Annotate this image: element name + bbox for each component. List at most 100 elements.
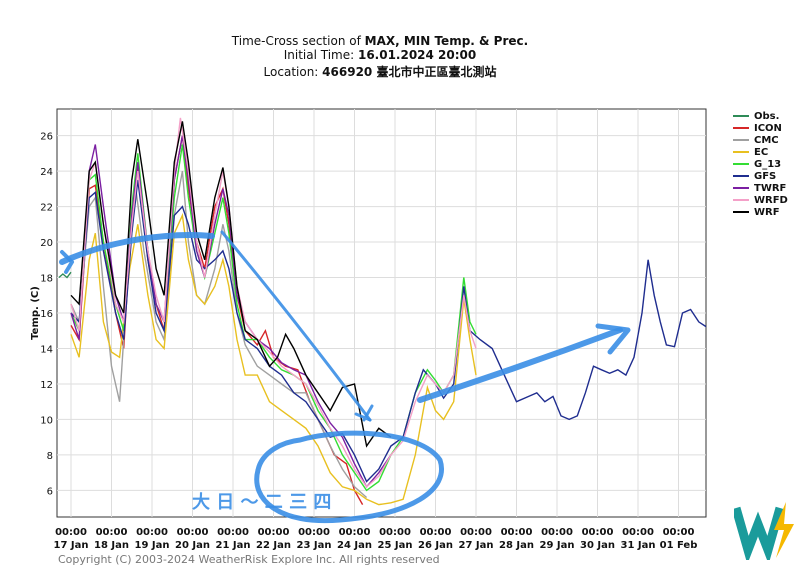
legend-item: ICON — [733, 122, 788, 134]
legend-label: WRFD — [754, 194, 788, 206]
y-tick-label: 24 — [40, 167, 53, 178]
legend-label: GFS — [754, 170, 777, 182]
x-tick-date: 01 Feb — [660, 540, 698, 551]
x-tick-time: 00:00 — [258, 527, 290, 538]
x-tick-date: 28 Jan — [499, 540, 534, 551]
legend-item: CMC — [733, 134, 788, 146]
legend-swatch — [733, 211, 749, 213]
y-tick-label: 20 — [40, 238, 53, 249]
x-tick-time: 00:00 — [460, 527, 492, 538]
copyright-text: Copyright (C) 2003-2024 WeatherRisk Expl… — [58, 553, 440, 566]
title-bold: MAX, MIN Temp. & Prec. — [364, 34, 529, 48]
legend-label: ICON — [754, 122, 782, 134]
x-tick-date: 24 Jan — [337, 540, 372, 551]
legend-label: EC — [754, 146, 769, 158]
legend-label: CMC — [754, 134, 779, 146]
series-line-obs — [58, 271, 72, 279]
legend: Obs. ICON CMC EC G_13 GFS TWRF WRFD WRF — [733, 110, 788, 218]
y-tick-label: 18 — [40, 274, 53, 285]
x-tick-date: 22 Jan — [256, 540, 291, 551]
x-tick-time: 00:00 — [55, 527, 87, 538]
series-line-wrfd — [70, 117, 477, 488]
annotation-stroke — [60, 250, 74, 274]
y-tick-label: 8 — [47, 451, 53, 462]
x-tick-time: 00:00 — [298, 527, 330, 538]
x-tick-date: 20 Jan — [175, 540, 210, 551]
legend-swatch — [733, 115, 749, 117]
grid-lines — [57, 109, 706, 517]
legend-item: Obs. — [733, 110, 788, 122]
x-tick-date: 17 Jan — [54, 540, 89, 551]
legend-swatch — [733, 163, 749, 165]
legend-item: GFS — [733, 170, 788, 182]
x-tick-date: 21 Jan — [216, 540, 251, 551]
legend-label: TWRF — [754, 182, 787, 194]
x-tick-date: 30 Jan — [580, 540, 615, 551]
initial-time-line: Initial Time: 16.01.2024 20:00 — [0, 48, 760, 62]
initial-time-label: Initial Time: — [283, 48, 358, 62]
legend-label: WRF — [754, 206, 780, 218]
annotation-stroke — [417, 327, 623, 403]
series-lines — [58, 117, 706, 506]
x-tick-time: 00:00 — [582, 527, 614, 538]
legend-swatch — [733, 127, 749, 129]
x-tick-time: 00:00 — [96, 527, 128, 538]
legend-label: G_13 — [754, 158, 782, 170]
y-tick-label: 22 — [40, 203, 53, 214]
x-tick-date: 23 Jan — [297, 540, 332, 551]
legend-item: G_13 — [733, 158, 788, 170]
x-tick-time: 00:00 — [541, 527, 573, 538]
x-tick-time: 00:00 — [663, 527, 695, 538]
legend-item: WRF — [733, 206, 788, 218]
legend-swatch — [733, 151, 749, 153]
y-tick-label: 6 — [47, 486, 53, 497]
annotation-text: 大 日 ～ 二 三 四 — [192, 491, 331, 513]
legend-item: EC — [733, 146, 788, 158]
annotation-stroke — [595, 323, 631, 355]
location-value: 466920 臺北市中正區臺北測站 — [322, 65, 497, 79]
x-tick-time: 00:00 — [501, 527, 533, 538]
x-tick-date: 25 Jan — [378, 540, 413, 551]
location-line: Location: 466920 臺北市中正區臺北測站 — [0, 63, 760, 80]
y-tick-label: 26 — [40, 132, 53, 143]
legend-swatch — [733, 199, 749, 201]
legend-swatch — [733, 175, 749, 177]
x-tick-time: 00:00 — [379, 527, 411, 538]
legend-item: WRFD — [733, 194, 788, 206]
title-prefix: Time-Cross section of — [231, 34, 365, 48]
series-line-twrf — [70, 135, 392, 489]
y-tick-label: 10 — [40, 415, 53, 426]
x-tick-time: 00:00 — [217, 527, 249, 538]
y-tick-label: 14 — [40, 344, 53, 355]
x-tick-time: 00:00 — [420, 527, 452, 538]
y-axis: 6 8 10 12 14 16 18 20 22 24 26 — [40, 132, 53, 498]
x-tick-time: 00:00 — [622, 527, 654, 538]
location-label: Location: — [263, 65, 323, 79]
x-tick-date: 26 Jan — [418, 540, 453, 551]
x-tick-date: 27 Jan — [459, 540, 494, 551]
x-tick-date: 18 Jan — [94, 540, 129, 551]
x-tick-date: 31 Jan — [621, 540, 656, 551]
y-tick-label: 16 — [40, 309, 53, 320]
x-tick-date: 29 Jan — [540, 540, 575, 551]
annotation-stroke — [59, 232, 215, 265]
annotation-stroke — [354, 404, 374, 422]
y-tick-label: 12 — [40, 380, 53, 391]
initial-time-value: 16.01.2024 20:00 — [357, 48, 477, 62]
chart-title: Time-Cross section of MAX, MIN Temp. & P… — [0, 34, 760, 48]
legend-item: TWRF — [733, 182, 788, 194]
legend-swatch — [733, 139, 749, 141]
x-tick-date: 19 Jan — [135, 540, 170, 551]
legend-swatch — [733, 187, 749, 189]
x-axis: 00:00 17 Jan 00:00 18 Jan 00:00 19 Jan 00:00 20… — [54, 527, 698, 551]
x-tick-time: 00:00 — [339, 527, 371, 538]
legend-label: Obs. — [754, 110, 780, 122]
y-axis-label: Temp. (C) — [30, 286, 41, 340]
hand-drawn-annotations: 大 日 ～ 二 三 四 — [59, 230, 631, 524]
x-tick-time: 00:00 — [177, 527, 209, 538]
weatherrisk-logo — [734, 502, 794, 560]
series-line-wrf — [70, 121, 392, 448]
annotation-stroke — [220, 230, 372, 422]
x-tick-time: 00:00 — [136, 527, 168, 538]
